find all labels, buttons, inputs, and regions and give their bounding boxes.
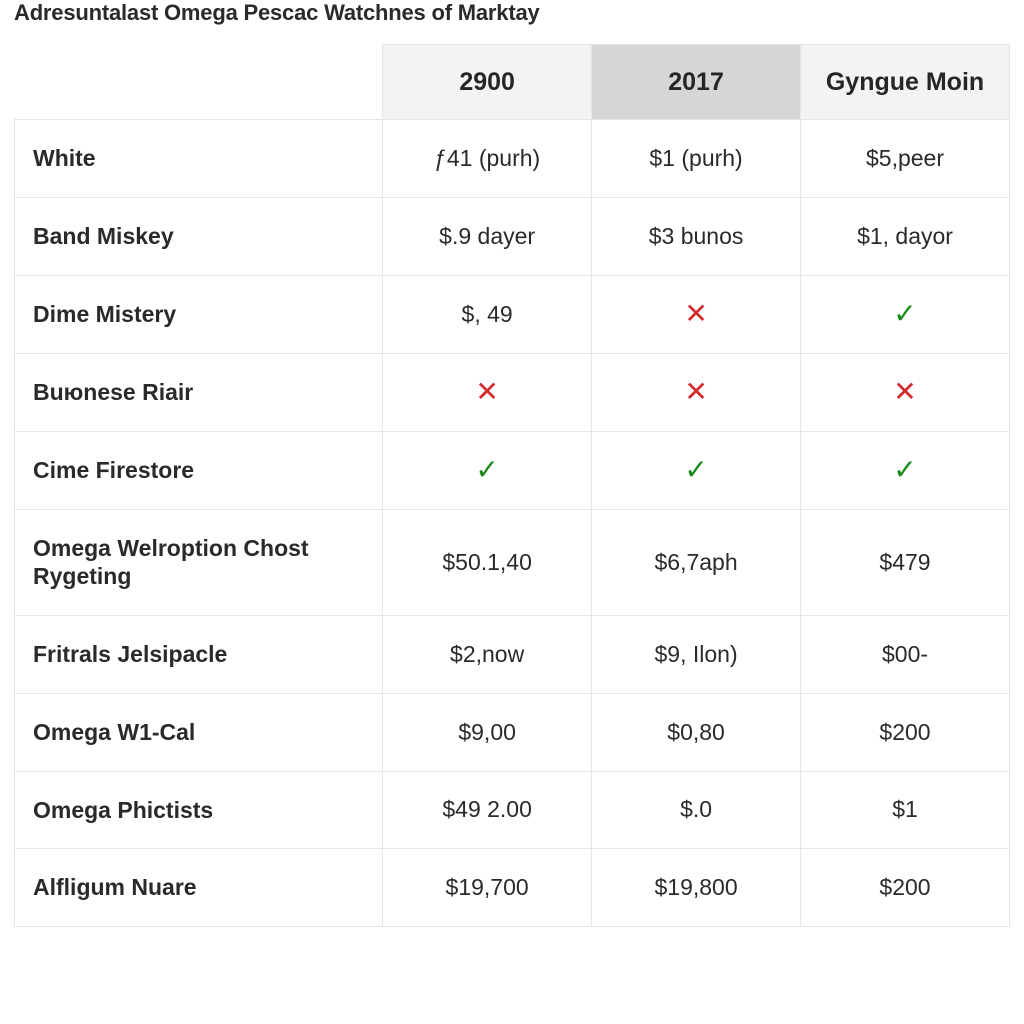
table-body: Whiteƒ41 (purh)$1 (purh)$5,peerBand Misk… xyxy=(15,120,1010,927)
table-cell: $9,00 xyxy=(383,693,592,771)
table-cell: $1 (purh) xyxy=(592,120,801,198)
row-label: Cime Firestore xyxy=(15,431,383,509)
table-cell: ✓ xyxy=(592,431,801,509)
cross-icon: ✕ xyxy=(684,298,707,329)
table-cell: $1, dayor xyxy=(801,197,1010,275)
cross-icon: ✕ xyxy=(475,376,498,407)
check-icon: ✓ xyxy=(893,454,916,485)
row-label: Dime Mistery xyxy=(15,275,383,353)
col-header-2: 2017 xyxy=(592,45,801,120)
col-header-1: 2900 xyxy=(383,45,592,120)
table-row: Cime Firestore ✓ ✓ ✓ xyxy=(15,431,1010,509)
table-row: Omega Welroption Chost Rygeting$50.1,40$… xyxy=(15,509,1010,616)
table-cell: ✕ xyxy=(801,353,1010,431)
cross-icon: ✕ xyxy=(893,376,916,407)
table-cell: $, 49 xyxy=(383,275,592,353)
row-label: Alfligum Nuare xyxy=(15,849,383,927)
table-cell: ✓ xyxy=(801,431,1010,509)
table-row: Alfligum Nuare$19,700$19,800$200 xyxy=(15,849,1010,927)
table-cell: ✕ xyxy=(383,353,592,431)
check-icon: ✓ xyxy=(475,454,498,485)
row-label: Omega W1-Cal xyxy=(15,693,383,771)
table-header-row: 29002017Gyngue Moin xyxy=(15,45,1010,120)
check-icon: ✓ xyxy=(684,454,707,485)
table-cell: $.0 xyxy=(592,771,801,849)
page-title: Adresuntalast Omega Pescac Watchnes of M… xyxy=(14,0,1010,44)
table-cell: $9, Ilon) xyxy=(592,616,801,694)
table-cell: $2,now xyxy=(383,616,592,694)
table-cell: $00- xyxy=(801,616,1010,694)
col-header-blank xyxy=(15,45,383,120)
table-row: Omega W1-Cal$9,00$0,80$200 xyxy=(15,693,1010,771)
table-cell: ƒ41 (purh) xyxy=(383,120,592,198)
cross-icon: ✕ xyxy=(684,376,707,407)
table-cell: $200 xyxy=(801,849,1010,927)
table-cell: $19,700 xyxy=(383,849,592,927)
table-cell: ✕ xyxy=(592,275,801,353)
table-cell: ✕ xyxy=(592,353,801,431)
table-row: Fritrals Jelsipacle$2,now$9, Ilon)$00- xyxy=(15,616,1010,694)
row-label: Omega Phictists xyxy=(15,771,383,849)
row-label: White xyxy=(15,120,383,198)
table-row: Buюnese Riair ✕ ✕ ✕ xyxy=(15,353,1010,431)
table-cell: $19,800 xyxy=(592,849,801,927)
table-cell: $49 2.00 xyxy=(383,771,592,849)
row-label: Buюnese Riair xyxy=(15,353,383,431)
table-cell: $479 xyxy=(801,509,1010,616)
table-cell: $0,80 xyxy=(592,693,801,771)
row-label: Omega Welroption Chost Rygeting xyxy=(15,509,383,616)
table-row: Dime Mistery$, 49 ✕ ✓ xyxy=(15,275,1010,353)
table-cell: ✓ xyxy=(801,275,1010,353)
table-cell: $3 bunos xyxy=(592,197,801,275)
check-icon: ✓ xyxy=(893,298,916,329)
col-header-3: Gyngue Moin xyxy=(801,45,1010,120)
table-row: Whiteƒ41 (purh)$1 (purh)$5,peer xyxy=(15,120,1010,198)
table-cell: $1 xyxy=(801,771,1010,849)
table-row: Omega Phictists$49 2.00$.0$1 xyxy=(15,771,1010,849)
table-row: Band Miskey$.9 dayer$3 bunos$1, dayor xyxy=(15,197,1010,275)
table-cell: ✓ xyxy=(383,431,592,509)
comparison-table: 29002017Gyngue Moin Whiteƒ41 (purh)$1 (p… xyxy=(14,44,1010,927)
table-cell: $200 xyxy=(801,693,1010,771)
table-cell: $6,7aph xyxy=(592,509,801,616)
table-cell: $.9 dayer xyxy=(383,197,592,275)
table-cell: $5,peer xyxy=(801,120,1010,198)
row-label: Fritrals Jelsipacle xyxy=(15,616,383,694)
row-label: Band Miskey xyxy=(15,197,383,275)
table-cell: $50.1,40 xyxy=(383,509,592,616)
